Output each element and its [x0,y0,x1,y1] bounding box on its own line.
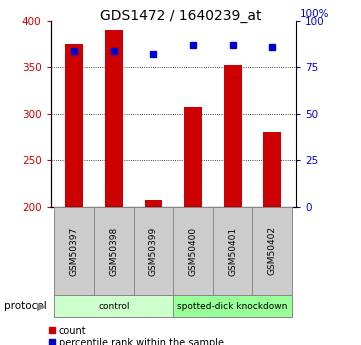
Text: 100%: 100% [300,9,329,19]
Bar [105,30,123,207]
Bar [94,207,134,295]
Bar [55,207,94,295]
Bar [144,199,162,207]
Text: GSM50398: GSM50398 [109,226,118,276]
Text: GSM50399: GSM50399 [149,226,158,276]
Legend: count, percentile rank within the sample: count, percentile rank within the sample [48,326,224,345]
Bar [65,44,83,207]
Bar [224,66,242,207]
Text: protocol: protocol [4,301,46,311]
Text: GSM50402: GSM50402 [268,226,277,276]
Bar [184,107,202,207]
Text: control: control [98,302,130,311]
Bar [252,207,292,295]
Text: GSM50401: GSM50401 [228,226,237,276]
Bar [173,207,213,295]
Bar [55,295,173,317]
Bar [134,207,173,295]
Text: GSM50400: GSM50400 [188,226,197,276]
Bar [213,207,252,295]
Text: spotted-dick knockdown: spotted-dick knockdown [178,302,288,311]
Text: GDS1472 / 1640239_at: GDS1472 / 1640239_at [100,9,261,23]
Text: ▶: ▶ [37,301,46,311]
Bar [173,295,292,317]
Text: GSM50397: GSM50397 [70,226,79,276]
Bar [264,132,281,207]
